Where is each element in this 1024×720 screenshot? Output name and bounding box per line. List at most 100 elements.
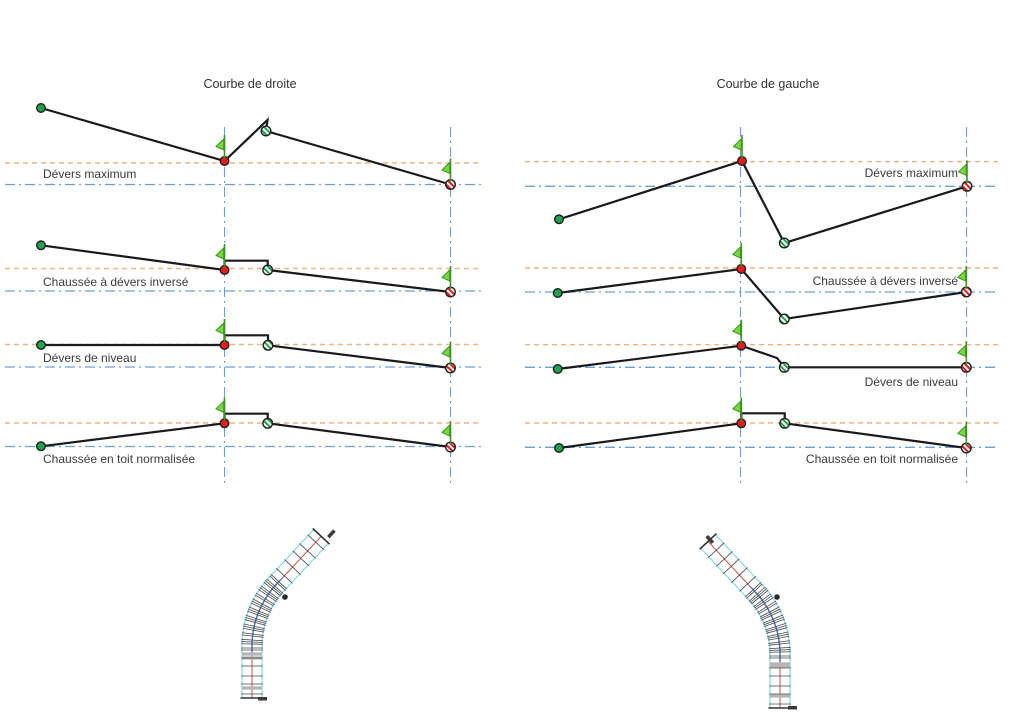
cross-section-tick bbox=[746, 583, 763, 599]
transition-point-marker bbox=[262, 339, 274, 351]
flag-icon bbox=[441, 342, 452, 365]
cross-section-tick bbox=[270, 573, 288, 590]
begin-point-marker bbox=[36, 102, 47, 113]
flag-icon bbox=[215, 135, 226, 158]
cross-section-tick bbox=[263, 581, 282, 597]
superelevation-profile-line bbox=[40, 106, 451, 186]
cross-section-tick bbox=[757, 602, 778, 615]
begin-point-marker bbox=[36, 340, 47, 351]
label-level-crossfall-left: Dévers de niveau bbox=[43, 351, 137, 365]
road-edge-left bbox=[700, 547, 771, 708]
cross-section-tick bbox=[292, 550, 310, 567]
profile-max-superelevation bbox=[554, 135, 973, 249]
cross-section-tick bbox=[761, 610, 782, 621]
road-edge-right bbox=[261, 542, 329, 698]
cross-section-tick bbox=[768, 640, 791, 644]
begin-point-marker bbox=[554, 214, 565, 225]
cross-section-tick bbox=[258, 588, 277, 602]
superelevation-profile-line bbox=[40, 412, 451, 449]
begin-point-marker bbox=[36, 240, 47, 251]
label-max-superelevation-left: Dévers maximum bbox=[43, 167, 137, 181]
plan-view-left-curve bbox=[699, 532, 797, 710]
flag-icon bbox=[956, 341, 968, 365]
cross-section-tick bbox=[766, 627, 788, 634]
flag-icon bbox=[731, 243, 743, 266]
flag-icon bbox=[215, 319, 226, 342]
alignment-end-bar bbox=[699, 532, 718, 550]
superelevation-profile-line bbox=[558, 412, 967, 450]
transition-point-marker bbox=[778, 361, 790, 373]
cross-section-tick bbox=[755, 596, 774, 610]
cross-section-tick bbox=[768, 646, 791, 650]
label-reverse-crossfall-right: Chaussée à dévers inversé bbox=[812, 274, 958, 288]
cross-section-tick bbox=[251, 600, 272, 612]
panel-left-curve bbox=[525, 127, 998, 486]
cross-section-tick bbox=[243, 623, 266, 630]
flag-icon bbox=[957, 160, 968, 184]
road-edge-left bbox=[241, 529, 315, 698]
flag-icon bbox=[731, 397, 743, 421]
profile-reverse-crossfall bbox=[552, 243, 972, 325]
cross-section-tick bbox=[748, 586, 766, 602]
cross-section-tick bbox=[722, 558, 740, 575]
curve-station-point bbox=[282, 594, 288, 600]
cross-section-tick bbox=[753, 593, 772, 608]
cross-section-tick bbox=[767, 633, 790, 639]
superelevation-profile-line bbox=[558, 159, 968, 245]
transition-point-marker bbox=[778, 237, 790, 249]
cross-section-tick bbox=[739, 576, 756, 592]
begin-point-marker bbox=[36, 441, 47, 452]
cross-section-tick bbox=[266, 578, 284, 594]
transition-point-marker bbox=[262, 417, 274, 429]
superelevation-profile-line bbox=[557, 344, 967, 371]
station-label-mark bbox=[788, 706, 797, 710]
cross-section-tick bbox=[754, 595, 773, 609]
cross-section-tick bbox=[768, 642, 791, 646]
flag-icon bbox=[441, 266, 452, 289]
cross-section-tick bbox=[707, 542, 725, 558]
curve-station-point bbox=[774, 594, 780, 600]
label-max-superelevation-right: Dévers maximum bbox=[864, 166, 958, 180]
flag-icon bbox=[441, 158, 452, 182]
left-curve-title: Courbe de gauche bbox=[716, 77, 820, 91]
cross-section-tick bbox=[241, 634, 264, 638]
profile-normal-crown bbox=[36, 397, 457, 453]
cross-section-tick bbox=[759, 606, 780, 618]
superelevation-profile-line bbox=[41, 334, 451, 370]
cross-section-tick bbox=[307, 534, 325, 550]
profile-max-superelevation bbox=[36, 102, 457, 190]
flag-icon bbox=[215, 244, 226, 267]
profile-reverse-crossfall bbox=[36, 240, 457, 298]
cross-section-tick bbox=[763, 616, 785, 626]
cross-section-tick bbox=[259, 587, 278, 601]
label-reverse-crossfall-left: Chaussée à dévers inversé bbox=[43, 275, 189, 289]
flag-icon bbox=[956, 266, 968, 289]
plan-view-right-curve bbox=[240, 527, 336, 701]
cross-section-tick bbox=[749, 588, 768, 604]
cross-section-tick bbox=[750, 589, 769, 605]
station-label-mark bbox=[327, 529, 336, 539]
flag-icon bbox=[731, 319, 743, 343]
cross-section-tick bbox=[757, 600, 777, 613]
cross-section-tick bbox=[284, 559, 301, 575]
cross-section-tick bbox=[744, 581, 762, 598]
flag-icon bbox=[732, 135, 743, 158]
cross-section-tick bbox=[763, 618, 785, 628]
begin-point-marker bbox=[554, 443, 565, 454]
profile-normal-crown bbox=[554, 397, 972, 454]
cross-section-tick bbox=[250, 602, 271, 613]
cross-section-tick bbox=[768, 649, 791, 651]
cross-section-tick bbox=[245, 614, 267, 623]
cross-section-tick bbox=[255, 592, 275, 605]
cross-section-tick bbox=[716, 551, 733, 567]
cross-section-tick bbox=[242, 625, 265, 631]
cross-section-tick bbox=[264, 580, 283, 596]
cross-section-tick bbox=[760, 608, 781, 620]
cross-section-tick bbox=[765, 625, 787, 633]
superelevation-profile-line bbox=[40, 244, 451, 294]
cross-section-tick bbox=[241, 638, 264, 642]
label-normal-crown-right: Chaussée en toit normalisée bbox=[805, 452, 958, 466]
cross-section-tick bbox=[242, 627, 265, 633]
profile-level-crossfall bbox=[36, 319, 457, 374]
